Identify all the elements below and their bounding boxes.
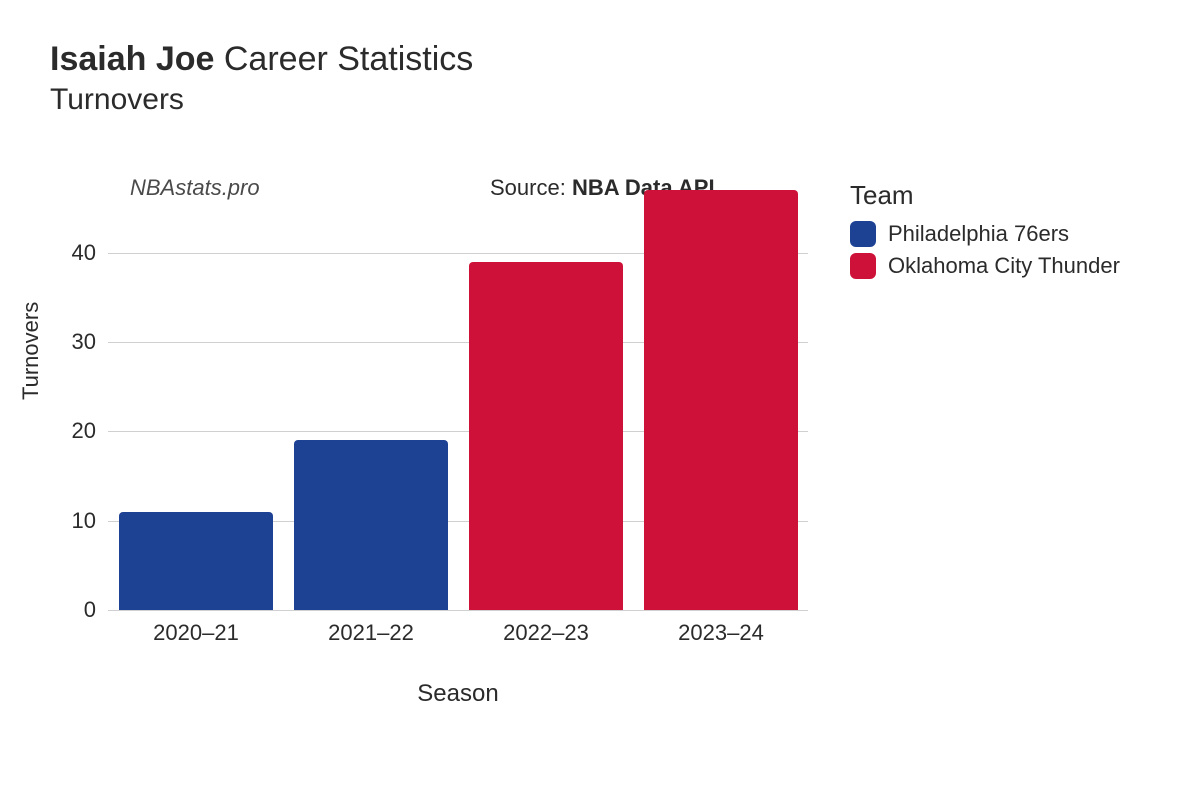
legend-label: Philadelphia 76ers — [888, 221, 1069, 247]
y-tick-label: 10 — [36, 508, 96, 534]
x-tick-label: 2020–21 — [109, 620, 284, 646]
legend-label: Oklahoma City Thunder — [888, 253, 1120, 279]
chart-title: Isaiah Joe Career Statistics — [50, 38, 473, 81]
x-tick-label: 2021–22 — [284, 620, 459, 646]
bar — [469, 262, 623, 611]
y-tick-label: 0 — [36, 597, 96, 623]
player-name: Isaiah Joe — [50, 40, 214, 78]
plot-area: 0102030402020–212021–222022–232023–24 — [108, 190, 808, 610]
y-tick-label: 30 — [36, 329, 96, 355]
title-suffix: Career Statistics — [214, 40, 473, 78]
chart-title-block: Isaiah Joe Career Statistics Turnovers — [50, 38, 473, 117]
legend-item: Oklahoma City Thunder — [850, 253, 1120, 279]
y-tick-label: 40 — [36, 240, 96, 266]
bar — [119, 512, 273, 610]
legend-swatch — [850, 253, 876, 279]
x-axis-title: Season — [108, 680, 808, 708]
x-tick-label: 2022–23 — [459, 620, 634, 646]
legend-title: Team — [850, 180, 1120, 211]
chart-subtitle: Turnovers — [50, 83, 473, 117]
legend: Team Philadelphia 76ers Oklahoma City Thu… — [850, 180, 1120, 285]
x-tick-label: 2023–24 — [634, 620, 809, 646]
y-tick-label: 20 — [36, 418, 96, 444]
bar — [294, 440, 448, 610]
gridline — [108, 610, 808, 611]
bar — [644, 190, 798, 610]
legend-item: Philadelphia 76ers — [850, 221, 1120, 247]
legend-swatch — [850, 221, 876, 247]
